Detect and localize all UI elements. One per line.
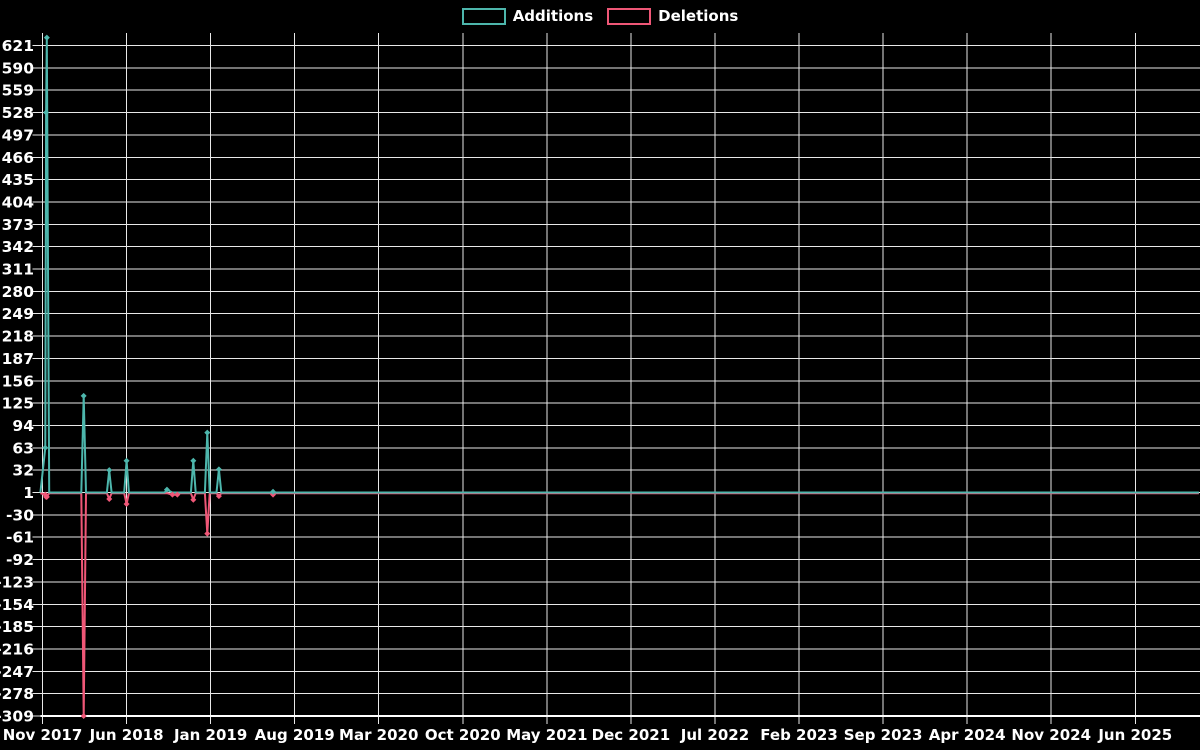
y-tick-label: 590	[2, 59, 35, 77]
legend-item-additions: Additions	[461, 7, 594, 25]
y-tick-label: -92	[6, 551, 34, 569]
y-tick-label: 311	[2, 261, 34, 279]
y-tick-label: -185	[0, 618, 34, 636]
y-tick-label: -30	[6, 506, 34, 524]
y-tick-label: 249	[2, 305, 34, 323]
x-tick-label: Feb 2023	[760, 726, 838, 744]
y-tick-label: 435	[2, 171, 34, 189]
x-tick-label: Jun 2018	[89, 726, 164, 744]
y-tick-label: 280	[2, 283, 35, 301]
additions-line	[39, 36, 1199, 494]
y-tick-label: 373	[2, 216, 34, 234]
x-tick-label: Apr 2024	[929, 726, 1006, 744]
y-tick-label: -309	[0, 708, 34, 726]
y-tick-label: 466	[2, 149, 34, 167]
x-tick-label: Oct 2020	[425, 726, 501, 744]
y-tick-label: 1	[23, 484, 34, 502]
y-tick-label: 125	[2, 395, 34, 413]
y-tick-label: 218	[2, 328, 34, 346]
x-tick-label: Nov 2024	[1011, 726, 1091, 744]
x-tick-label: Jan 2019	[173, 726, 247, 744]
x-tick-label: Jun 2025	[1097, 726, 1172, 744]
legend-item-deletions: Deletions	[607, 7, 738, 25]
y-tick-label: 94	[12, 417, 34, 435]
y-tick-label: 404	[2, 193, 35, 211]
deletions-point-markers	[42, 491, 277, 719]
deletions-swatch-icon	[607, 7, 652, 25]
y-tick-label: -61	[6, 529, 34, 547]
x-tick-label: Sep 2023	[844, 726, 923, 744]
additions-legend-label: Additions	[512, 7, 594, 25]
y-tick-label: 497	[2, 126, 34, 144]
y-tick-label: 63	[12, 439, 34, 457]
deletions-legend-label: Deletions	[658, 7, 739, 25]
x-tick-label: Aug 2019	[255, 726, 335, 744]
x-tick-label: Jul 2022	[680, 726, 749, 744]
y-tick-label: 187	[2, 350, 34, 368]
y-tick-label: 156	[2, 372, 34, 390]
x-tick-label: Mar 2020	[339, 726, 418, 744]
chart-legend: Additions Deletions	[0, 7, 1200, 25]
y-tick-label: 621	[2, 37, 34, 55]
x-tick-label: Dec 2021	[592, 726, 671, 744]
additions-point-markers	[42, 34, 277, 495]
y-tick-label: -216	[0, 640, 34, 658]
y-tick-label: 32	[12, 462, 34, 480]
x-tick-label: Nov 2017	[3, 726, 83, 744]
y-tick-label: -154	[0, 596, 34, 614]
y-tick-label: 559	[2, 82, 34, 100]
y-tick-label: 342	[2, 238, 34, 256]
y-tick-label: -278	[0, 685, 34, 703]
additions-swatch-icon	[461, 7, 506, 25]
y-tick-label: -247	[0, 663, 34, 681]
x-tick-label: May 2021	[506, 726, 587, 744]
y-tick-label: 528	[2, 104, 34, 122]
y-tick-label: -123	[0, 573, 34, 591]
